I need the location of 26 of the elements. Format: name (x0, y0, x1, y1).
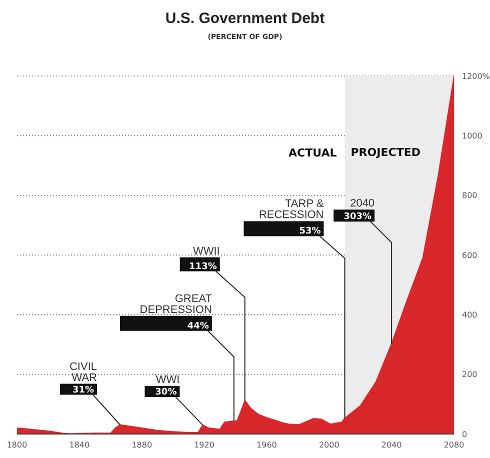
y-tick-label: 800 (462, 191, 478, 200)
annotation: WWII 113% (189, 245, 220, 272)
x-tick-label: 2000 (318, 440, 340, 450)
y-tick-label: 200 (462, 370, 478, 380)
annotation: GREAT DEPRESSION 44% (140, 292, 212, 332)
x-tick-label: 1800 (6, 440, 28, 450)
chart-title: U.S. Government Debt (164, 10, 326, 27)
x-tick-label: 2080 (444, 440, 464, 450)
x-tick-label: 1880 (132, 440, 152, 450)
callout-tag: CIVIL WAR 31% (60, 360, 120, 426)
y-tick-label: 1200% (462, 72, 490, 81)
y-tick-label: 0 (462, 430, 468, 439)
callout-tag: WWI 30% (144, 374, 204, 426)
annotation: WWI 30% (155, 374, 180, 398)
annotation: ACTUAL (288, 146, 337, 160)
x-tick-label: 1960 (256, 440, 277, 450)
band-label: PROJECTED (350, 146, 420, 159)
annotation: CIVIL WAR 31% (69, 360, 98, 396)
x-tick-label: 1840 (69, 440, 90, 450)
x-tick-label: 2040 (381, 440, 402, 450)
annotation: TARP & RECESSION 53% (258, 198, 324, 237)
y-tick-label: 1000 (462, 132, 482, 141)
y-tick-label: 600 (462, 250, 478, 260)
x-tick-label: 1920 (194, 440, 214, 450)
y-tick-label: 400 (462, 310, 478, 320)
annotation: 2040 303% (344, 198, 375, 222)
